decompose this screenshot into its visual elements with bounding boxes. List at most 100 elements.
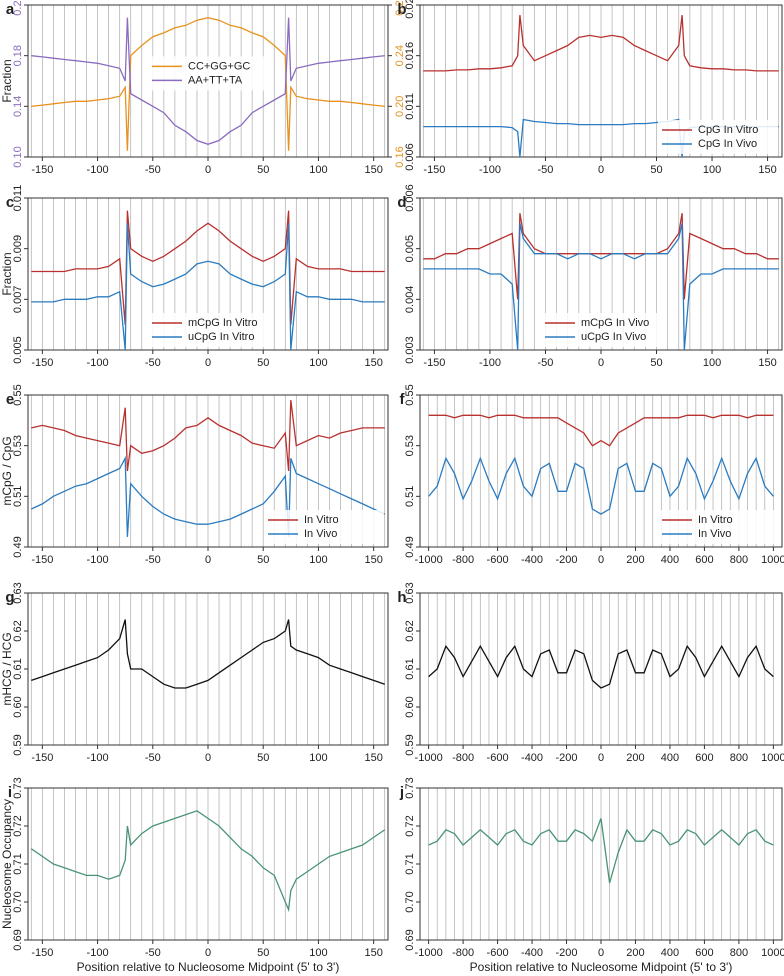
legend-box — [264, 510, 384, 544]
legend-label: mCpG In Vivo — [581, 317, 649, 329]
x-tick-label: 150 — [364, 752, 382, 764]
x-tick-label: 400 — [661, 947, 679, 959]
y-tick-label: 0.016 — [404, 42, 416, 70]
legend-label: In Vitro — [698, 514, 733, 526]
y-tick-label: 0.61 — [404, 658, 416, 679]
x-tick-label: 800 — [730, 752, 748, 764]
x-tick-label: -400 — [521, 554, 543, 566]
panel-label: b — [397, 1, 406, 18]
x-tick-label: 100 — [309, 752, 327, 764]
x-tick-label: -100 — [87, 164, 109, 176]
y-tick-label: 0.62 — [12, 620, 24, 641]
x-tick-label: 800 — [730, 554, 748, 566]
x-tick-label: -100 — [87, 947, 109, 959]
x-tick-label: 150 — [364, 947, 382, 959]
y-tick-label: 0.003 — [404, 336, 416, 364]
x-tick-label: -150 — [31, 357, 53, 369]
x-tick-label: 600 — [695, 752, 713, 764]
x-tick-label: -100 — [479, 164, 501, 176]
y-tick-label: 0.73 — [12, 777, 24, 798]
legend-label: CpG In Vivo — [698, 138, 757, 150]
data-line — [31, 17, 385, 151]
x-tick-label: 0 — [205, 164, 211, 176]
x-tick-label: -600 — [487, 554, 509, 566]
y-tick-label: 0.22 — [12, 0, 24, 16]
data-line — [428, 644, 774, 689]
legend-box — [541, 313, 661, 347]
y-tick-label: 0.69 — [404, 929, 416, 950]
data-line — [31, 210, 385, 325]
x-tick-label: -100 — [87, 357, 109, 369]
x-tick-label: -100 — [87, 554, 109, 566]
x-tick-label: -50 — [538, 357, 554, 369]
x-tick-label: 150 — [364, 554, 382, 566]
x-tick-label: 0 — [598, 947, 604, 959]
x-tick-label: 50 — [257, 752, 269, 764]
data-line — [31, 619, 385, 689]
legend-label: CpG In Vitro — [698, 124, 758, 136]
x-tick-label: 100 — [309, 357, 327, 369]
x-tick-label: 50 — [257, 947, 269, 959]
y-tick-label: 0.51 — [12, 486, 24, 507]
x-tick-label: -800 — [452, 752, 474, 764]
x-tick-label: 1000 — [761, 554, 784, 566]
x-tick-label: -50 — [145, 554, 161, 566]
data-line — [428, 414, 774, 447]
y-tick-label: 0.011 — [404, 93, 416, 120]
x-tick-label: -600 — [487, 752, 509, 764]
data-line — [428, 818, 774, 884]
legend-label: AA+TT+TA — [188, 74, 243, 86]
panel-label: a — [6, 1, 15, 18]
panel-label: c — [6, 194, 14, 211]
x-tick-label: -50 — [145, 947, 161, 959]
data-line — [31, 455, 385, 537]
x-tick-label: 50 — [257, 164, 269, 176]
x-tick-label: 200 — [626, 554, 644, 566]
y-axis-label: Nucleosome Occupancy — [0, 799, 14, 929]
y-axis-label: mCpG / CpG — [0, 436, 14, 505]
x-tick-label: -100 — [479, 357, 501, 369]
panel-label: d — [397, 194, 406, 211]
legend-label: In Vitro — [304, 514, 339, 526]
x-tick-label: 100 — [309, 554, 327, 566]
x-tick-label: 100 — [703, 357, 721, 369]
x-tick-label: 50 — [257, 357, 269, 369]
y-tick-label: 0.004 — [404, 286, 416, 314]
x-tick-label: 0 — [205, 947, 211, 959]
legend-box — [148, 313, 268, 347]
y-tick-label: 0.69 — [12, 929, 24, 950]
x-tick-label: -150 — [31, 164, 53, 176]
x-tick-label: -200 — [556, 554, 578, 566]
y2-tick-label: 0.16 — [394, 146, 406, 167]
x-tick-label: -400 — [521, 947, 543, 959]
legend-label: CC+GG+GC — [188, 60, 250, 72]
legend-label: uCpG In Vitro — [188, 331, 254, 343]
y-tick-label: 0.18 — [12, 45, 24, 66]
y-tick-label: 0.49 — [404, 536, 416, 557]
data-line — [423, 15, 779, 72]
x-tick-label: -200 — [556, 752, 578, 764]
y-tick-label: 0.10 — [12, 146, 24, 167]
x-axis-label: Position relative to Nucleosome Midpoint… — [77, 960, 340, 974]
y-tick-label: 0.73 — [404, 777, 416, 798]
data-line — [30, 810, 386, 913]
legend-label: mCpG In Vitro — [188, 317, 258, 329]
data-line — [31, 223, 385, 351]
y-axis-label: Fraction — [0, 59, 14, 102]
x-tick-label: 150 — [758, 164, 776, 176]
y-tick-label: 0.007 — [12, 286, 24, 314]
y-tick-label: 0.70 — [404, 891, 416, 912]
x-tick-label: -50 — [145, 752, 161, 764]
y-tick-label: 0.59 — [404, 734, 416, 755]
x-tick-label: -600 — [487, 947, 509, 959]
x-tick-label: -50 — [538, 164, 554, 176]
y-tick-label: 0.021 — [404, 0, 416, 19]
y-tick-label: 0.61 — [12, 658, 24, 679]
x-tick-label: 1000 — [761, 947, 784, 959]
x-tick-label: -100 — [87, 752, 109, 764]
panel-label: h — [397, 589, 406, 606]
legend-label: In Vivo — [698, 528, 731, 540]
y-tick-label: 0.005 — [404, 235, 416, 263]
x-tick-label: -1000 — [415, 947, 443, 959]
